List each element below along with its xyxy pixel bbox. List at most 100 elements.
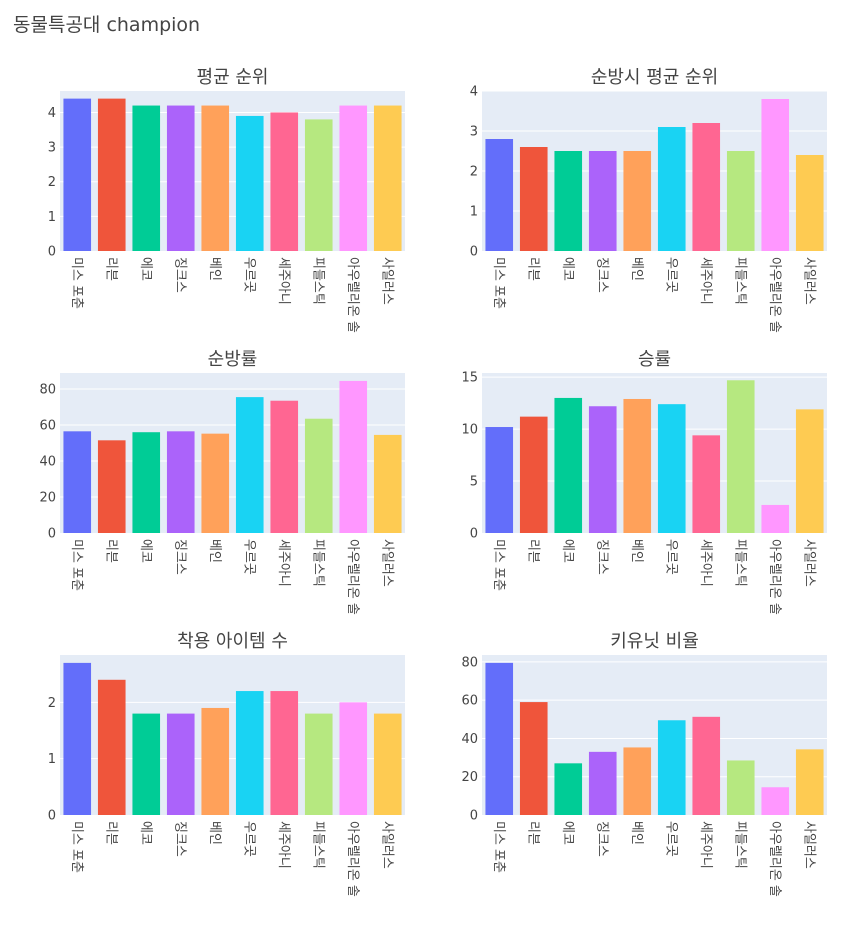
bar-10 bbox=[795, 409, 824, 533]
x-tick-label: 피들스틱 bbox=[310, 821, 325, 869]
bar-5 bbox=[201, 707, 230, 815]
bar-2 bbox=[519, 702, 548, 815]
bar-7 bbox=[692, 123, 721, 251]
x-tick-label: 세주아니 bbox=[276, 539, 291, 587]
x-tick-label: 피들스틱 bbox=[732, 821, 747, 869]
x-tick-label: 아우렐리온 솔 bbox=[345, 821, 360, 897]
bar-7 bbox=[270, 691, 299, 815]
bar-3 bbox=[554, 763, 583, 815]
y-tick-label: 0 bbox=[48, 809, 56, 824]
y-tick-label: 20 bbox=[461, 770, 478, 785]
x-tick-label: 미스 포춘 bbox=[69, 821, 84, 873]
x-tick-label: 베인 bbox=[207, 821, 222, 845]
x-tick-label: 미스 포춘 bbox=[491, 539, 506, 591]
x-tick-label: 미스 포춘 bbox=[69, 539, 84, 591]
subplot-title: 착용 아이템 수 bbox=[177, 631, 288, 652]
x-tick-label: 세주아니 bbox=[276, 821, 291, 869]
bar-1 bbox=[485, 427, 514, 533]
x-tick-label: 피들스틱 bbox=[310, 539, 325, 587]
x-tick-label: 아우렐리온 솔 bbox=[345, 539, 360, 615]
bar-4 bbox=[166, 431, 195, 533]
x-tick-label: 우르곳 bbox=[241, 539, 256, 575]
bar-3 bbox=[132, 432, 161, 533]
x-tick-label: 우르곳 bbox=[241, 257, 256, 293]
bar-2 bbox=[97, 440, 126, 533]
subplot-6: 0 20 40 60 80 미스 포춘 리븐 에코 징크스 베인 우르곳 세주아니 피들스틱 아우렐리온 … bbox=[461, 631, 827, 897]
x-tick-label: 리븐 bbox=[103, 539, 118, 563]
y-tick-label: 4 bbox=[470, 85, 478, 100]
subplot-4: 0 5 10 15 미스 포춘 리븐 에코 징크스 베인 우르곳 세주아니 피들스틱 아우렐리온 솔 사일… bbox=[461, 349, 827, 615]
x-tick-label: 베인 bbox=[207, 539, 222, 563]
subplot-title: 평균 순위 bbox=[197, 67, 269, 88]
y-tick-label: 1 bbox=[48, 210, 56, 225]
bar-9 bbox=[339, 702, 368, 815]
bar-9 bbox=[339, 105, 368, 251]
bar-1 bbox=[63, 431, 92, 533]
x-tick-label: 베인 bbox=[629, 821, 644, 845]
y-tick-label: 4 bbox=[48, 106, 56, 121]
x-tick-label: 미스 포춘 bbox=[69, 257, 84, 309]
y-tick-label: 1 bbox=[470, 205, 478, 220]
x-tick-label: 사일러스 bbox=[379, 821, 394, 869]
bar-1 bbox=[485, 139, 514, 251]
y-tick-label: 0 bbox=[48, 245, 56, 260]
x-tick-label: 에코 bbox=[560, 821, 575, 845]
x-tick-label: 에코 bbox=[138, 257, 153, 281]
x-tick-label: 징크스 bbox=[172, 539, 187, 575]
bar-10 bbox=[795, 749, 824, 815]
bar-3 bbox=[554, 151, 583, 251]
x-tick-label: 에코 bbox=[138, 821, 153, 845]
y-tick-label: 2 bbox=[48, 175, 56, 190]
y-tick-label: 60 bbox=[39, 419, 56, 434]
x-tick-label: 세주아니 bbox=[276, 257, 291, 305]
x-tick-label: 피들스틱 bbox=[310, 257, 325, 305]
x-tick-label: 베인 bbox=[207, 257, 222, 281]
subplot-1: 0 1 2 3 4 미스 포춘 리븐 에코 징크스 베인 우르곳 세주아니 피들스틱 아우렐리온 솔 사일러… bbox=[48, 67, 405, 333]
bar-4 bbox=[166, 713, 195, 815]
x-tick-label: 피들스틱 bbox=[732, 539, 747, 587]
bar-9 bbox=[761, 787, 790, 815]
x-tick-label: 우르곳 bbox=[663, 257, 678, 293]
x-tick-label: 우르곳 bbox=[663, 821, 678, 857]
x-tick-label: 리븐 bbox=[525, 821, 540, 845]
y-tick-label: 3 bbox=[470, 125, 478, 140]
x-tick-label: 리븐 bbox=[103, 821, 118, 845]
x-tick-label: 리븐 bbox=[525, 257, 540, 281]
bar-10 bbox=[373, 105, 402, 251]
bar-4 bbox=[166, 105, 195, 251]
x-tick-label: 사일러스 bbox=[379, 257, 394, 305]
x-tick-label: 세주아니 bbox=[698, 257, 713, 305]
bar-10 bbox=[795, 155, 824, 251]
subplot-2: 0 1 2 3 4 미스 포춘 리븐 에코 징크스 베인 우르곳 세주아니 피들스틱 아우렐리온 솔 사일러… bbox=[470, 67, 827, 333]
bar-9 bbox=[761, 99, 790, 251]
bar-7 bbox=[270, 112, 299, 251]
x-tick-label: 우르곳 bbox=[663, 539, 678, 575]
y-tick-label: 2 bbox=[470, 165, 478, 180]
bar-8 bbox=[726, 380, 755, 533]
bar-5 bbox=[623, 747, 652, 815]
bar-5 bbox=[623, 151, 652, 251]
bar-6 bbox=[657, 404, 686, 533]
y-tick-label: 0 bbox=[48, 527, 56, 542]
y-tick-label: 60 bbox=[461, 694, 478, 709]
x-tick-label: 징크스 bbox=[172, 821, 187, 857]
x-tick-label: 징크스 bbox=[594, 821, 609, 857]
subplot-title: 순방률 bbox=[208, 349, 258, 370]
bar-10 bbox=[373, 434, 402, 533]
x-tick-label: 아우렐리온 솔 bbox=[345, 257, 360, 333]
bar-4 bbox=[588, 151, 617, 251]
bar-3 bbox=[132, 105, 161, 251]
subplot-title: 순방시 평균 순위 bbox=[591, 67, 718, 88]
x-tick-label: 리븐 bbox=[103, 257, 118, 281]
bar-9 bbox=[339, 380, 368, 533]
bar-3 bbox=[554, 397, 583, 533]
x-tick-label: 사일러스 bbox=[379, 539, 394, 587]
x-tick-label: 사일러스 bbox=[801, 257, 816, 305]
bar-6 bbox=[235, 691, 264, 815]
y-tick-label: 0 bbox=[470, 527, 478, 542]
y-tick-label: 0 bbox=[470, 809, 478, 824]
x-tick-label: 사일러스 bbox=[801, 539, 816, 587]
x-tick-label: 세주아니 bbox=[698, 539, 713, 587]
bar-8 bbox=[304, 119, 333, 251]
